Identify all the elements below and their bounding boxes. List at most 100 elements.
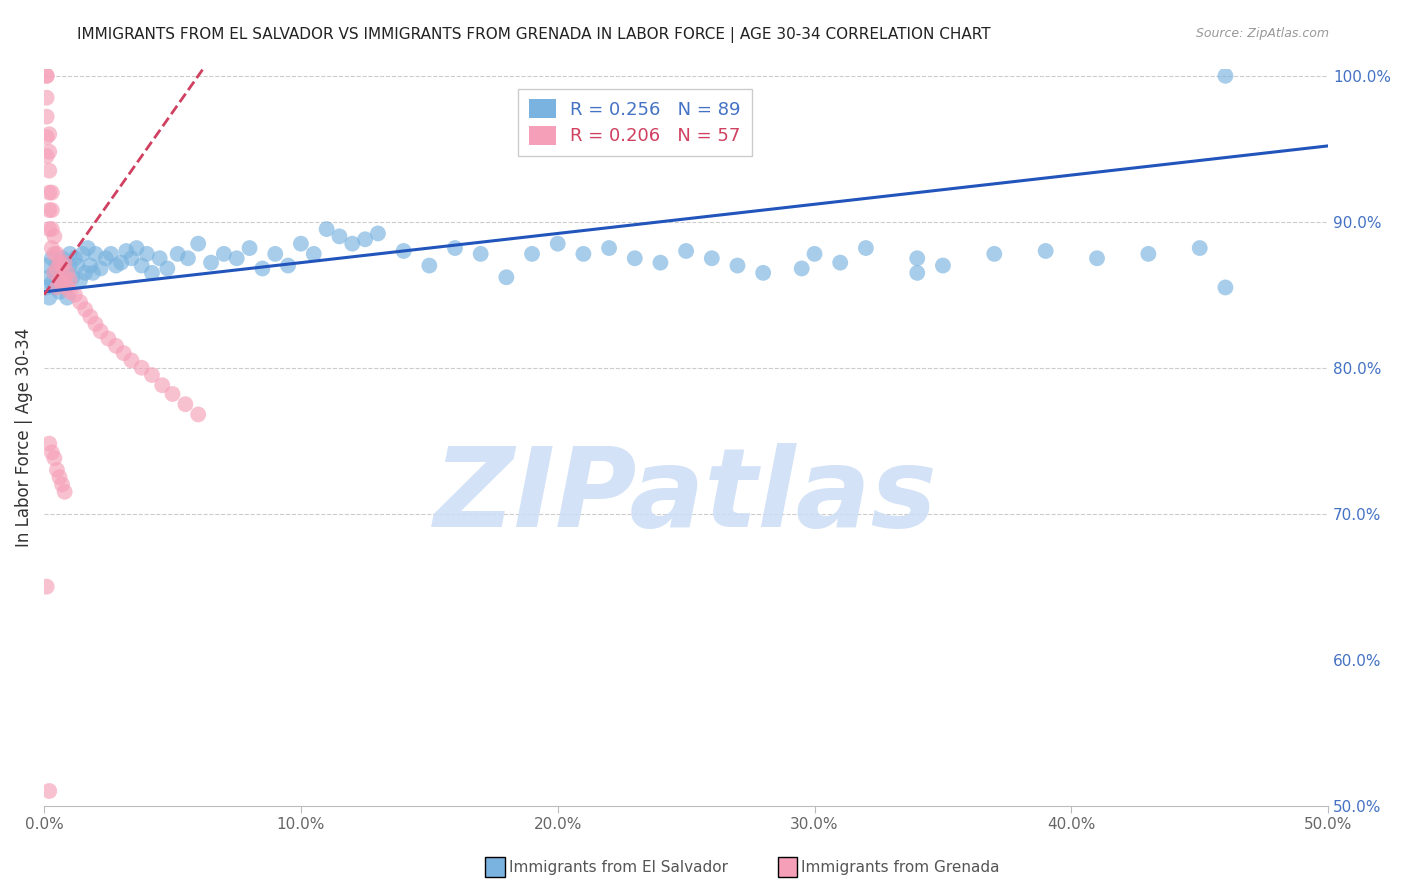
- Point: [392, 244, 415, 258]
- Point: [51, 276, 73, 290]
- Point: [983, 247, 1005, 261]
- Point: [38, 436, 60, 450]
- Point: [162, 387, 184, 401]
- Point: [53, 270, 76, 285]
- Point: [59, 285, 82, 299]
- Point: [35, 69, 58, 83]
- Point: [63, 252, 86, 266]
- Point: [700, 252, 723, 266]
- Point: [41, 241, 63, 255]
- Text: Immigrants from El Salvador: Immigrants from El Salvador: [509, 860, 728, 874]
- Point: [150, 378, 173, 392]
- Point: [238, 241, 260, 255]
- Point: [727, 259, 749, 273]
- Point: [46, 280, 69, 294]
- Point: [51, 252, 73, 266]
- Point: [41, 222, 63, 236]
- Point: [650, 255, 672, 269]
- Text: IMMIGRANTS FROM EL SALVADOR VS IMMIGRANTS FROM GRENADA IN LABOR FORCE | AGE 30-3: IMMIGRANTS FROM EL SALVADOR VS IMMIGRANT…: [77, 27, 991, 43]
- Point: [174, 397, 197, 411]
- Point: [51, 259, 73, 273]
- Point: [38, 270, 60, 285]
- Point: [46, 247, 69, 261]
- Point: [354, 232, 377, 246]
- Point: [187, 408, 209, 422]
- Point: [1137, 247, 1160, 261]
- Point: [547, 236, 569, 251]
- Text: Immigrants from Grenada: Immigrants from Grenada: [801, 860, 1000, 874]
- Point: [135, 247, 157, 261]
- Point: [855, 241, 877, 255]
- Point: [75, 266, 97, 280]
- Point: [38, 127, 60, 141]
- Point: [48, 470, 70, 484]
- Point: [1215, 69, 1237, 83]
- Point: [35, 110, 58, 124]
- Point: [97, 332, 120, 346]
- Point: [53, 255, 76, 269]
- Point: [328, 229, 350, 244]
- Point: [44, 247, 66, 261]
- Point: [225, 252, 247, 266]
- Point: [53, 484, 76, 499]
- Point: [72, 247, 94, 261]
- Point: [59, 247, 82, 261]
- Point: [752, 266, 775, 280]
- Point: [35, 280, 58, 294]
- Point: [177, 252, 200, 266]
- Point: [520, 247, 543, 261]
- Point: [35, 69, 58, 83]
- Point: [1035, 244, 1057, 258]
- Point: [56, 280, 79, 294]
- Point: [112, 346, 135, 360]
- Point: [495, 270, 517, 285]
- Point: [35, 149, 58, 163]
- Point: [141, 368, 163, 382]
- Point: [41, 276, 63, 290]
- Point: [675, 244, 697, 258]
- Point: [84, 317, 107, 331]
- Point: [418, 259, 440, 273]
- Point: [790, 261, 813, 276]
- Point: [84, 247, 107, 261]
- Point: [90, 324, 112, 338]
- Point: [200, 255, 222, 269]
- Point: [120, 353, 142, 368]
- Point: [90, 261, 112, 276]
- Point: [44, 229, 66, 244]
- Point: [44, 266, 66, 280]
- Point: [803, 247, 825, 261]
- Point: [38, 186, 60, 200]
- Point: [149, 252, 172, 266]
- Point: [56, 266, 79, 280]
- Point: [212, 247, 235, 261]
- Point: [38, 203, 60, 218]
- Point: [166, 247, 188, 261]
- Point: [932, 259, 955, 273]
- Point: [444, 241, 467, 255]
- Point: [82, 266, 104, 280]
- Point: [44, 266, 66, 280]
- Point: [35, 130, 58, 145]
- Point: [38, 784, 60, 798]
- Point: [69, 273, 91, 287]
- Point: [46, 463, 69, 477]
- Point: [342, 236, 364, 251]
- Point: [35, 580, 58, 594]
- Point: [115, 244, 138, 258]
- Point: [105, 339, 128, 353]
- Point: [79, 310, 101, 324]
- Point: [141, 266, 163, 280]
- Point: [120, 252, 142, 266]
- Point: [51, 477, 73, 491]
- Point: [69, 295, 91, 310]
- Point: [53, 255, 76, 269]
- Point: [572, 247, 595, 261]
- Point: [264, 247, 287, 261]
- Point: [59, 273, 82, 287]
- Legend: R = 0.256   N = 89, R = 0.206   N = 57: R = 0.256 N = 89, R = 0.206 N = 57: [517, 88, 752, 156]
- Text: ZIPatlas: ZIPatlas: [434, 442, 938, 549]
- Point: [38, 145, 60, 159]
- Point: [48, 285, 70, 299]
- Point: [623, 252, 645, 266]
